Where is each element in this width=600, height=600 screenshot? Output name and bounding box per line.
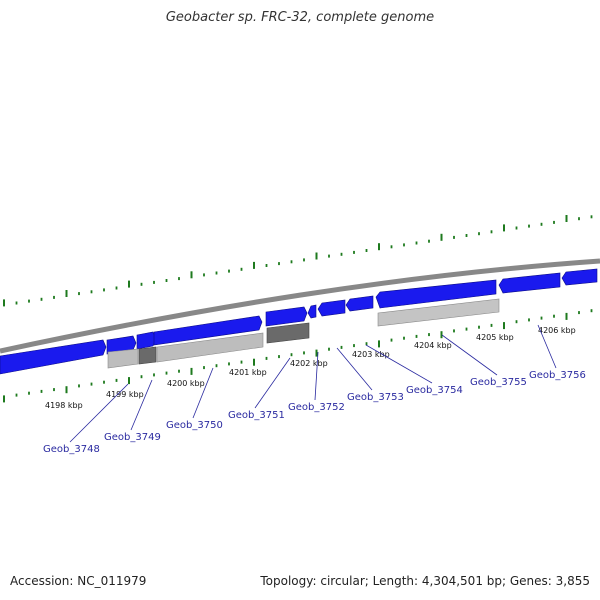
gene-leader-lines [69,324,557,443]
cds-feature [307,304,317,319]
accession-text: Accession: NC_011979 [10,574,147,588]
genome-stats-text: Topology: circular; Length: 4,304,501 bp… [260,574,590,588]
rna-feature [377,298,500,327]
rna-feature [107,348,139,369]
gene-label: Geob_3753 [347,392,404,403]
gene-leader-line [69,383,129,443]
gene-labels: Geob_3748 Geob_3749 Geob_3750 Geob_3751 … [43,370,586,455]
rna-feature [156,332,264,363]
kbp-label: 4200 kbp [167,379,205,388]
cds-feature [265,306,308,327]
kbp-label: 4198 kbp [45,401,83,410]
genome-title: Geobacter sp. FRC-32, complete genome [165,10,435,25]
cds-feature [317,299,346,317]
cds-feature [498,272,561,294]
cds-feature [106,335,137,355]
cds-feature [561,268,598,286]
kbp-labels: 4198 kbp 4199 kbp 4200 kbp 4201 kbp 4202… [45,326,576,410]
inner-tick-ring [3,309,593,403]
kbp-label: 4206 kbp [538,326,576,335]
gene-leader-line [254,357,291,409]
cds-feature [375,279,497,309]
cds-feature [136,331,157,350]
genome-backbone [0,258,600,354]
cds-feature [345,295,374,312]
kbp-label: 4203 kbp [352,350,390,359]
kbp-label: 4205 kbp [476,333,514,342]
kbp-label: 4201 kbp [229,368,267,377]
gene-label: Geob_3749 [104,432,161,443]
gene-leader-line [314,351,319,401]
gene-leader-line [130,379,153,431]
rna-features [107,298,500,369]
gene-label: Geob_3755 [470,377,527,388]
gene-leader-line [537,324,557,369]
kbp-label: 4204 kbp [414,341,452,350]
gene-label: Geob_3750 [166,420,223,431]
gene-label: Geob_3748 [43,444,100,455]
gene-leader-line [365,344,433,384]
cds-features [0,268,598,375]
cds-feature [0,339,107,375]
gene-leader-line [441,334,498,376]
gene-leader-line [192,367,214,419]
gene-label: Geob_3754 [406,385,463,396]
rna-feature [266,322,310,344]
cds-feature [153,315,263,346]
gene-label: Geob_3752 [288,402,345,413]
gene-label: Geob_3756 [529,370,586,381]
outer-tick-ring [3,215,593,307]
kbp-label: 4199 kbp [106,390,144,399]
gene-leader-line [336,347,373,391]
gene-label: Geob_3751 [228,410,285,421]
rna-feature [138,346,157,365]
kbp-label: 4202 kbp [290,359,328,368]
